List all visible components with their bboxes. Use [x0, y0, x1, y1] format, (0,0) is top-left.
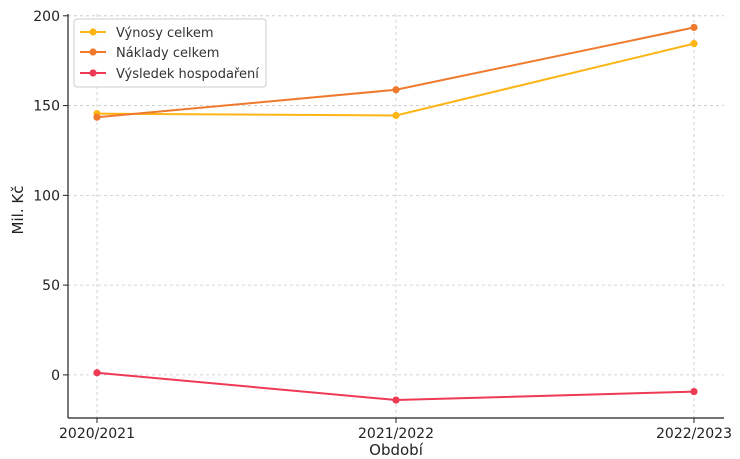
y-tick-label: 150: [33, 99, 60, 115]
series-line: [96, 371, 695, 402]
legend-label-naklady: Náklady celkem: [116, 46, 219, 61]
data-point: [690, 23, 698, 32]
legend-label-vynosy: Výnosy celkem: [116, 26, 214, 41]
legend-marker-naklady: [89, 48, 97, 56]
x-tick-label: 2022/2023: [656, 426, 732, 442]
data-point: [93, 369, 101, 377]
x-tick-label: 2020/2021: [59, 426, 135, 442]
y-tick-label: 200: [33, 9, 60, 25]
legend-box: [73, 18, 267, 88]
data-point: [392, 86, 400, 94]
y-axis-title: Mil. Kč: [9, 186, 27, 235]
legend-marker-vysledek: [89, 69, 97, 77]
y-tick-label: 50: [42, 278, 60, 294]
grid: [68, 14, 724, 418]
legend: Výnosy celkem Náklady celkem Výsledek ho…: [73, 18, 267, 88]
data-point: [392, 396, 400, 404]
data-point: [690, 388, 698, 396]
data-point: [392, 111, 400, 120]
series-group: [93, 23, 698, 404]
x-axis-title: Období: [369, 441, 424, 459]
y-axis-ticks: 0 50 100 150 200: [33, 9, 68, 384]
y-tick-label: 0: [51, 368, 60, 384]
y-tick-label: 100: [33, 188, 60, 204]
legend-marker-vynosy: [89, 28, 97, 36]
x-axis-ticks: 2020/2021 2021/2022 2022/2023: [59, 418, 732, 442]
legend-label-vysledek: Výsledek hospodaření: [116, 67, 259, 82]
data-point: [690, 40, 698, 48]
data-point: [93, 113, 101, 121]
x-tick-label: 2021/2022: [358, 426, 434, 442]
